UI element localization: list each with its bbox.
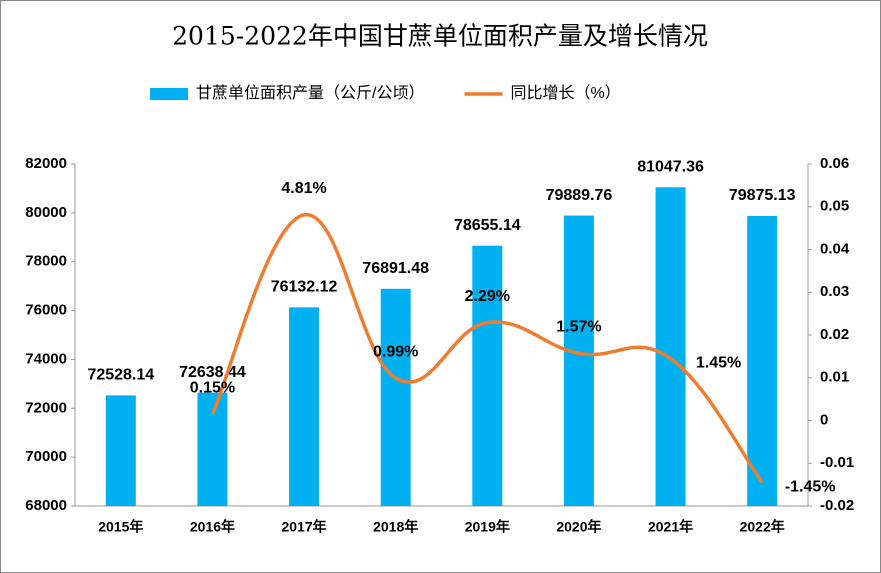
bar <box>472 245 503 506</box>
bar-value-label: 72528.14 <box>87 367 154 384</box>
x-tick-label: 2018年 <box>373 519 418 535</box>
y-tick-label: 74000 <box>25 350 67 367</box>
line-value-label: 1.45% <box>696 355 741 372</box>
bar-value-label: 78655.14 <box>454 217 521 234</box>
bar-value-label: 76132.12 <box>271 279 338 296</box>
bar-value-label: 76891.48 <box>362 260 429 277</box>
bar <box>747 215 778 506</box>
y-tick-label: 68000 <box>25 497 67 514</box>
y-tick-label: 72000 <box>25 399 67 416</box>
y2-tick-label: -0.02 <box>820 497 854 514</box>
y-tick-label: 82000 <box>25 155 67 172</box>
y2-tick-label: 0.05 <box>820 198 849 215</box>
line <box>210 213 764 484</box>
y2-tick-label: -0.01 <box>820 454 854 471</box>
bar <box>655 187 686 506</box>
line-value-label: 1.57% <box>556 319 601 336</box>
y-tick-label: 78000 <box>25 253 67 270</box>
x-tick-label: 2016年 <box>190 519 235 535</box>
bar-value-label: 79889.76 <box>546 187 613 204</box>
x-tick-label: 2022年 <box>740 519 785 535</box>
line-value-label: 0.99% <box>373 343 418 360</box>
line-value-label: 0.15% <box>190 379 235 396</box>
legend-label: 同比增长（%） <box>510 84 620 102</box>
legend-swatch <box>150 88 188 100</box>
chart-title: 2015-2022年中国甘蔗单位面积产量及增长情况 <box>172 22 708 51</box>
bar <box>563 215 594 506</box>
y2-tick-label: 0.06 <box>820 155 849 172</box>
y-tick-label: 70000 <box>25 448 67 465</box>
bar <box>289 307 320 506</box>
y2-tick-label: 0.01 <box>820 369 849 386</box>
y2-tick-label: 0.04 <box>820 240 850 257</box>
line-value-label: 4.81% <box>281 180 326 197</box>
y-tick-label: 80000 <box>25 204 67 221</box>
x-tick-label: 2017年 <box>281 519 326 535</box>
y2-tick-label: 0.03 <box>820 283 849 300</box>
bar-value-label: 79875.13 <box>729 187 796 204</box>
bar <box>380 288 411 506</box>
y2-tick-label: 0.02 <box>820 326 849 343</box>
x-tick-label: 2015年 <box>98 519 143 535</box>
bar-value-label: 81047.36 <box>637 158 704 175</box>
x-tick-label: 2020年 <box>556 519 601 535</box>
bar <box>105 395 136 506</box>
y-tick-label: 76000 <box>25 302 67 319</box>
x-tick-label: 2019年 <box>465 519 510 535</box>
line-value-label: 2.29% <box>465 288 510 305</box>
y2-tick-label: 0 <box>820 411 828 428</box>
x-tick-label: 2021年 <box>648 519 693 535</box>
line-value-label: -1.45% <box>785 479 836 496</box>
legend-label: 甘蔗单位面积产量（公斤/公顷） <box>196 84 424 102</box>
